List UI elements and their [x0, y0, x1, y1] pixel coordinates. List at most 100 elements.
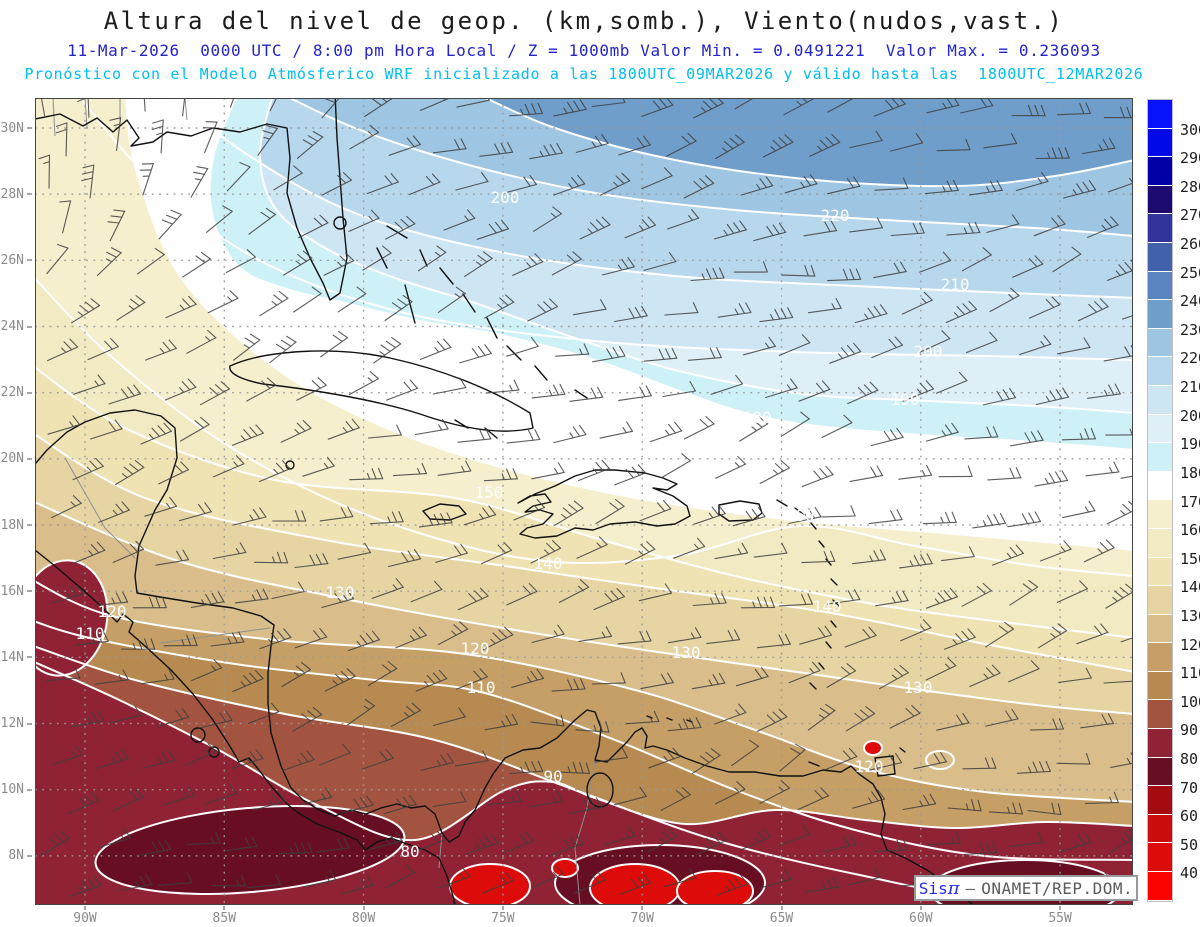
colorbar-segment: [1148, 271, 1172, 301]
contour-label: 120: [461, 639, 490, 658]
contour-label: 220: [821, 206, 850, 225]
contour-label: 200: [914, 342, 943, 361]
lat-tick-label: 8N: [0, 848, 32, 864]
contour-label: 80: [400, 842, 419, 861]
colorbar-tick-label: 70: [1180, 778, 1199, 797]
colorbar-tick-label: 120: [1180, 635, 1200, 654]
colorbar-tick-label: 40: [1180, 864, 1199, 883]
contour-label: 140: [534, 554, 563, 573]
contour-label: 150: [475, 483, 504, 502]
colorbar-segment: [1148, 586, 1172, 615]
colorbar-tick-label: 140: [1180, 578, 1200, 597]
lat-tick-label: 12N: [0, 716, 32, 732]
watermark-box: Sisπ – ONAMET/REP.DOM.: [914, 875, 1138, 901]
contour-label: 110: [76, 624, 105, 643]
colorbar-tick-label: 270: [1180, 206, 1200, 225]
colorbar-tick-label: 100: [1180, 692, 1200, 711]
colorbar-segment: [1148, 214, 1172, 243]
watermark-org: ONAMET/REP.DOM.: [981, 878, 1134, 898]
colorbar-tick-label: 170: [1180, 492, 1200, 511]
chart-subtitle-validtime: 11-Mar-2026 0000 UTC / 8:00 pm Hora Loca…: [67, 41, 1101, 60]
lon-tick-label: 80W: [342, 906, 386, 926]
chart-subtitle-model: Pronóstico con el Modelo Atmósferico WRF…: [24, 65, 1144, 83]
colorbar-segment: [1148, 557, 1172, 587]
colorbar-segment: [1148, 100, 1172, 129]
plot-frame: [35, 98, 1133, 905]
lat-tick-label: 28N: [0, 186, 32, 202]
lon-tick-label: 55W: [1038, 906, 1082, 926]
colorbar-tick-label: 210: [1180, 378, 1200, 397]
colorbar-segment: [1148, 671, 1172, 701]
contour-label: 210: [941, 275, 970, 294]
colorbar-tick-label: 60: [1180, 807, 1199, 826]
contour-label: 90: [543, 767, 562, 786]
contour-label: 190: [891, 390, 920, 409]
contour-label: 130: [672, 643, 701, 662]
lat-tick-label: 20N: [0, 451, 32, 467]
contour-label: 180: [743, 408, 772, 427]
colorbar-tick-label: 160: [1180, 521, 1200, 540]
colorbar-segment: [1148, 128, 1172, 158]
colorbar-tick-label: 50: [1180, 835, 1199, 854]
colorbar-tick-label: 220: [1180, 349, 1200, 368]
colorbar-tick-label: 200: [1180, 406, 1200, 425]
shading-bands: [35, 98, 1133, 905]
colorbar-tick-label: 290: [1180, 149, 1200, 168]
lat-tick-label: 16N: [0, 583, 32, 599]
contour-labels: 220 210 200 200 190 180 160 150 140 140 130 130 130 1…: [76, 188, 970, 861]
lat-tick-label: 10N: [0, 782, 32, 798]
colorbar-tick-label: 180: [1180, 463, 1200, 482]
colorbar-segment: [1148, 242, 1172, 272]
coastlines: [35, 98, 974, 905]
colorbar-segment: [1148, 385, 1172, 415]
pi-icon: π: [947, 877, 960, 899]
lon-tick-label: 70W: [620, 906, 664, 926]
colorbar-tick-label: 230: [1180, 320, 1200, 339]
contour-label: 120: [855, 757, 884, 776]
colorbar: [1147, 99, 1173, 902]
colorbar-segment: [1148, 500, 1172, 529]
lon-tick-label: 85W: [202, 906, 246, 926]
colorbar-tick-label: 80: [1180, 749, 1199, 768]
colorbar-segment: [1148, 357, 1172, 386]
colorbar-segment: [1148, 414, 1172, 444]
colorbar-tick-label: 280: [1180, 177, 1200, 196]
lon-tick-label: 65W: [760, 906, 804, 926]
watermark-separator: –: [965, 878, 976, 898]
colorbar-segment: [1148, 185, 1172, 215]
colorbar-segment: [1148, 643, 1172, 672]
colorbar-tick-label: 150: [1180, 549, 1200, 568]
lon-tick-label: 75W: [481, 906, 525, 926]
colorbar-segment: [1148, 729, 1172, 758]
colorbar-tick-label: 250: [1180, 263, 1200, 282]
colorbar-segment: [1148, 757, 1172, 787]
lon-tick-label: 60W: [899, 906, 943, 926]
colorbar-segment: [1148, 786, 1172, 815]
colorbar-tick-label: 240: [1180, 292, 1200, 311]
map-plot-area: 220 210 200 200 190 180 160 150 140 140 130 130 130 1…: [35, 98, 1133, 905]
contour-label: 130: [326, 583, 355, 602]
colorbar-segment: [1148, 700, 1172, 730]
contour-label: 130: [904, 678, 933, 697]
lat-tick-label: 30N: [0, 120, 32, 136]
colorbar-segment: [1148, 300, 1172, 329]
colorbar-segment: [1148, 471, 1172, 501]
colorbar-tick-label: 130: [1180, 606, 1200, 625]
colorbar-tick-label: 110: [1180, 664, 1200, 683]
colorbar-segment: [1148, 614, 1172, 644]
colorbar-segment: [1148, 814, 1172, 844]
colorbar-tick-label: 190: [1180, 435, 1200, 454]
colorbar-segment: [1148, 528, 1172, 558]
contour-label: 120: [98, 602, 127, 621]
colorbar-tick-label: 300: [1180, 120, 1200, 139]
wind-barbs: [35, 98, 1133, 897]
colorbar-segment: [1148, 443, 1172, 472]
colorbar-segment: [1148, 157, 1172, 186]
lat-tick-label: 22N: [0, 385, 32, 401]
colorbar-segment: [1148, 328, 1172, 358]
colorbar-segment: [1148, 872, 1172, 901]
contour-label: 160: [786, 506, 815, 525]
colorbar-segment: [1148, 843, 1172, 873]
contour-label: 200: [491, 188, 520, 207]
